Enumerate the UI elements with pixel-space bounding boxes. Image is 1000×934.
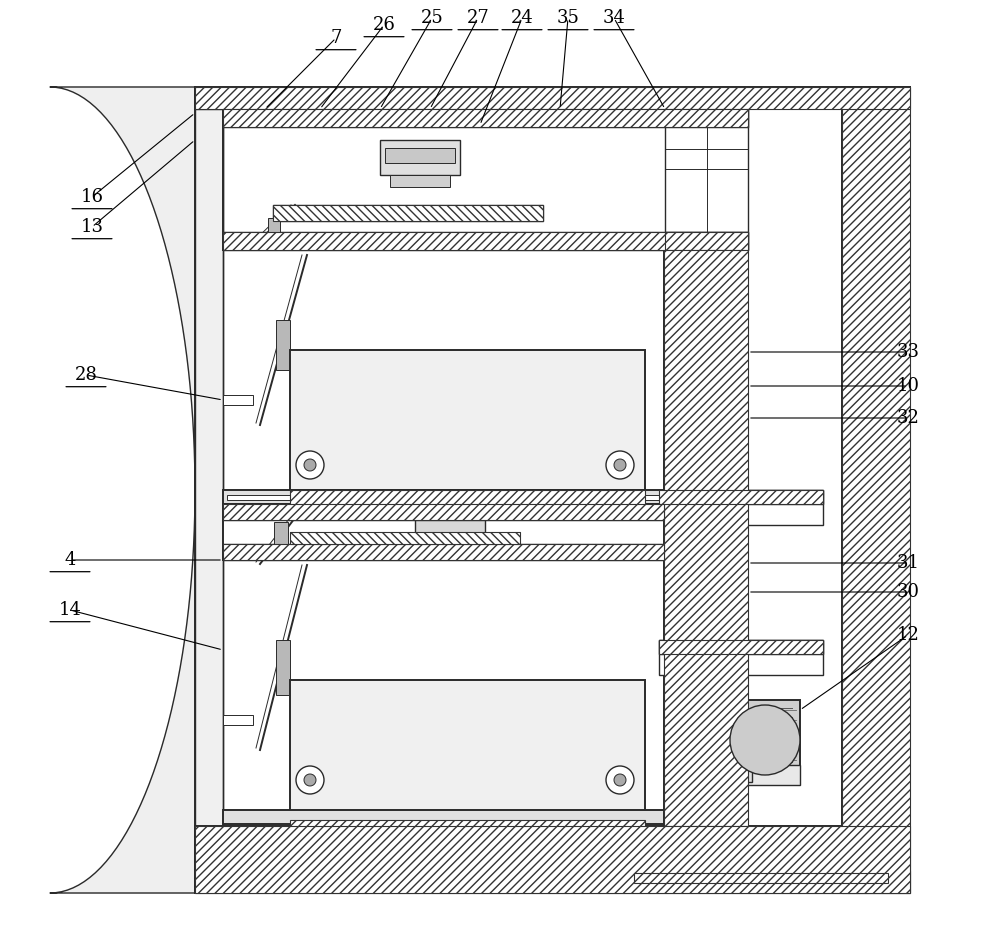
Text: 16: 16 — [80, 188, 104, 206]
Text: 30: 30 — [896, 583, 920, 601]
Bar — [223, 232, 748, 250]
Bar — [223, 504, 664, 560]
Bar — [290, 490, 645, 512]
Text: 33: 33 — [896, 343, 920, 361]
Bar — [702, 770, 752, 782]
Bar — [665, 109, 748, 127]
Bar — [223, 109, 748, 127]
Bar — [380, 140, 460, 175]
Bar — [273, 205, 543, 221]
Circle shape — [304, 774, 316, 786]
Text: 28: 28 — [75, 366, 97, 384]
Bar — [195, 109, 223, 871]
Bar — [659, 640, 823, 675]
Bar — [730, 700, 800, 780]
Bar — [290, 532, 520, 544]
Bar — [195, 871, 910, 893]
Bar — [665, 232, 748, 250]
Bar — [664, 250, 748, 826]
Bar — [666, 250, 686, 826]
Bar — [223, 544, 664, 560]
Bar — [223, 395, 253, 405]
Bar — [223, 544, 664, 560]
Bar — [223, 810, 664, 824]
Bar — [290, 532, 520, 544]
Bar — [274, 522, 288, 557]
Bar — [223, 109, 748, 127]
Bar — [195, 871, 910, 893]
Circle shape — [614, 774, 626, 786]
Bar — [700, 765, 800, 785]
Text: 32: 32 — [897, 409, 919, 427]
Bar — [223, 504, 664, 520]
Text: 7: 7 — [330, 29, 342, 47]
Bar — [664, 250, 748, 826]
Text: 25: 25 — [421, 9, 443, 27]
Bar — [195, 826, 910, 893]
Bar — [290, 680, 645, 820]
Bar — [685, 250, 697, 826]
Circle shape — [606, 451, 634, 479]
Bar — [665, 232, 748, 250]
Text: 31: 31 — [896, 554, 920, 572]
Circle shape — [296, 451, 324, 479]
Bar — [276, 320, 290, 370]
Bar — [390, 175, 450, 187]
Bar — [276, 640, 290, 695]
Bar — [682, 760, 702, 790]
Bar — [654, 831, 758, 888]
Bar — [223, 715, 253, 725]
Bar — [435, 544, 465, 554]
Bar — [659, 490, 823, 525]
Bar — [665, 127, 748, 232]
Circle shape — [606, 766, 634, 794]
Bar — [634, 873, 888, 893]
Text: 27: 27 — [467, 9, 489, 27]
Circle shape — [296, 766, 324, 794]
Bar — [195, 826, 910, 893]
Bar — [659, 490, 823, 504]
Text: 26: 26 — [373, 16, 395, 34]
Text: 14: 14 — [59, 601, 81, 619]
Bar — [195, 87, 910, 109]
Circle shape — [614, 459, 626, 471]
Bar — [290, 350, 645, 490]
Bar — [227, 495, 660, 500]
Bar — [290, 820, 645, 842]
Text: 24: 24 — [511, 9, 533, 27]
Bar — [385, 148, 455, 163]
Bar — [659, 640, 823, 654]
Text: 13: 13 — [80, 218, 104, 236]
Bar — [268, 218, 280, 236]
Bar — [290, 820, 645, 842]
Text: 12: 12 — [897, 626, 919, 644]
Text: 35: 35 — [557, 9, 579, 27]
Bar — [195, 87, 910, 109]
Bar — [223, 232, 748, 250]
Circle shape — [730, 705, 800, 775]
Bar — [842, 87, 910, 893]
Circle shape — [304, 459, 316, 471]
Bar — [290, 490, 645, 512]
Bar — [223, 490, 664, 504]
Bar — [842, 87, 910, 893]
Bar — [659, 490, 823, 504]
Bar — [223, 504, 664, 520]
Bar — [273, 205, 543, 221]
Text: 4: 4 — [64, 551, 76, 569]
Bar — [659, 640, 823, 654]
Polygon shape — [50, 87, 195, 893]
Text: 34: 34 — [603, 9, 625, 27]
Bar — [674, 826, 682, 893]
Bar — [415, 520, 485, 544]
Bar — [710, 250, 722, 826]
Bar — [634, 873, 888, 883]
Bar — [223, 109, 748, 250]
Text: 10: 10 — [896, 377, 920, 395]
